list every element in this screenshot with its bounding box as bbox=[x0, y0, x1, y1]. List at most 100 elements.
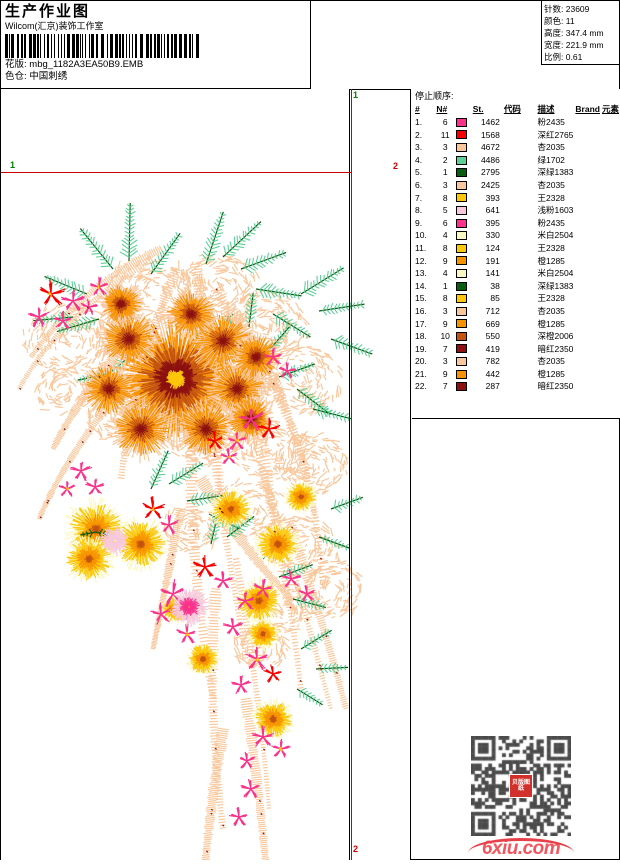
height-label: 高度: bbox=[544, 28, 563, 38]
qr-code[interactable]: 贝版图纸 bbox=[471, 736, 571, 836]
color-row-stitches: 2425 bbox=[473, 179, 504, 192]
color-row-brand bbox=[575, 141, 602, 154]
colors-label: 颜色: bbox=[544, 16, 563, 26]
design-file-label: 花版: bbox=[5, 59, 27, 70]
color-row-stitches: 550 bbox=[473, 330, 504, 343]
color-row-element bbox=[602, 116, 620, 129]
qr-watermark-block: 贝版图纸 6xiu.com bbox=[456, 736, 586, 856]
color-row-stitches: 1568 bbox=[473, 129, 504, 142]
color-row-description: 王2328 bbox=[536, 292, 576, 305]
color-row-code bbox=[504, 368, 536, 381]
color-row-needle: 8 bbox=[436, 192, 456, 205]
color-row-code bbox=[504, 318, 536, 331]
color-row-code bbox=[504, 330, 536, 343]
header-block: 生产作业图 Wilcom(汇京)装饰工作室 花版: mbg_1182A3EA50… bbox=[1, 1, 311, 89]
color-row-element bbox=[602, 141, 620, 154]
palette-value: 中国刺绣 bbox=[29, 71, 67, 82]
swatch-chip bbox=[456, 370, 467, 379]
color-swatch bbox=[456, 380, 473, 393]
color-row-code bbox=[504, 179, 536, 192]
height-value: 347.4 mm bbox=[566, 28, 604, 38]
color-row-stitches: 393 bbox=[473, 192, 504, 205]
color-row-stitches: 395 bbox=[473, 217, 504, 230]
color-row-description: 暗红2350 bbox=[536, 343, 576, 356]
color-row-brand bbox=[575, 217, 602, 230]
color-row-code bbox=[504, 355, 536, 368]
color-row-element bbox=[602, 217, 620, 230]
color-row-description: 米白2504 bbox=[536, 267, 576, 280]
color-swatch bbox=[456, 129, 473, 142]
color-row-element bbox=[602, 280, 620, 293]
color-row-description: 杏2035 bbox=[536, 141, 576, 154]
color-row-description: 杏2035 bbox=[536, 179, 576, 192]
color-row-needle: 11 bbox=[436, 129, 456, 142]
color-swatch bbox=[456, 154, 473, 167]
color-row-index: 21. bbox=[415, 368, 436, 381]
stitches-row: 针数: 23609 bbox=[544, 3, 620, 15]
color-row-brand bbox=[575, 330, 602, 343]
color-row-element bbox=[602, 179, 620, 192]
color-row-code bbox=[504, 280, 536, 293]
color-row-code bbox=[504, 166, 536, 179]
color-row-brand bbox=[575, 229, 602, 242]
color-swatch bbox=[456, 343, 473, 356]
color-swatch bbox=[456, 368, 473, 381]
color-row-index: 15. bbox=[415, 292, 436, 305]
color-row-needle: 3 bbox=[436, 179, 456, 192]
table-header-row: # N# St. 代码 描述 Brand 元素 bbox=[415, 103, 620, 116]
color-row-stitches: 38 bbox=[473, 280, 504, 293]
color-swatch bbox=[456, 204, 473, 217]
page-title: 生产作业图 bbox=[5, 3, 310, 20]
color-row-description: 米白2504 bbox=[536, 229, 576, 242]
color-row-element bbox=[602, 192, 620, 205]
color-row-stitches: 669 bbox=[473, 318, 504, 331]
color-row-brand bbox=[575, 255, 602, 268]
color-swatch bbox=[456, 318, 473, 331]
color-row-brand bbox=[575, 267, 602, 280]
color-row-element bbox=[602, 204, 620, 217]
color-row-code bbox=[504, 192, 536, 205]
seal-text: 贝版图纸 bbox=[510, 780, 532, 792]
color-row-description: 粉2435 bbox=[536, 217, 576, 230]
swatch-chip bbox=[456, 307, 467, 316]
color-row-description: 橙1285 bbox=[536, 318, 576, 331]
color-row-description: 橙1285 bbox=[536, 255, 576, 268]
color-row-brand bbox=[575, 305, 602, 318]
color-row-stitches: 4486 bbox=[473, 154, 504, 167]
color-row-code bbox=[504, 255, 536, 268]
color-swatch bbox=[456, 267, 473, 280]
swatch-chip bbox=[456, 143, 467, 152]
color-row-brand bbox=[575, 242, 602, 255]
color-row-index: 2. bbox=[415, 129, 436, 142]
color-row-index: 13. bbox=[415, 267, 436, 280]
color-row-needle: 3 bbox=[436, 141, 456, 154]
color-row-element bbox=[602, 242, 620, 255]
col-swatch bbox=[456, 103, 473, 116]
color-row-description: 暗红2350 bbox=[536, 380, 576, 393]
color-row-code bbox=[504, 305, 536, 318]
